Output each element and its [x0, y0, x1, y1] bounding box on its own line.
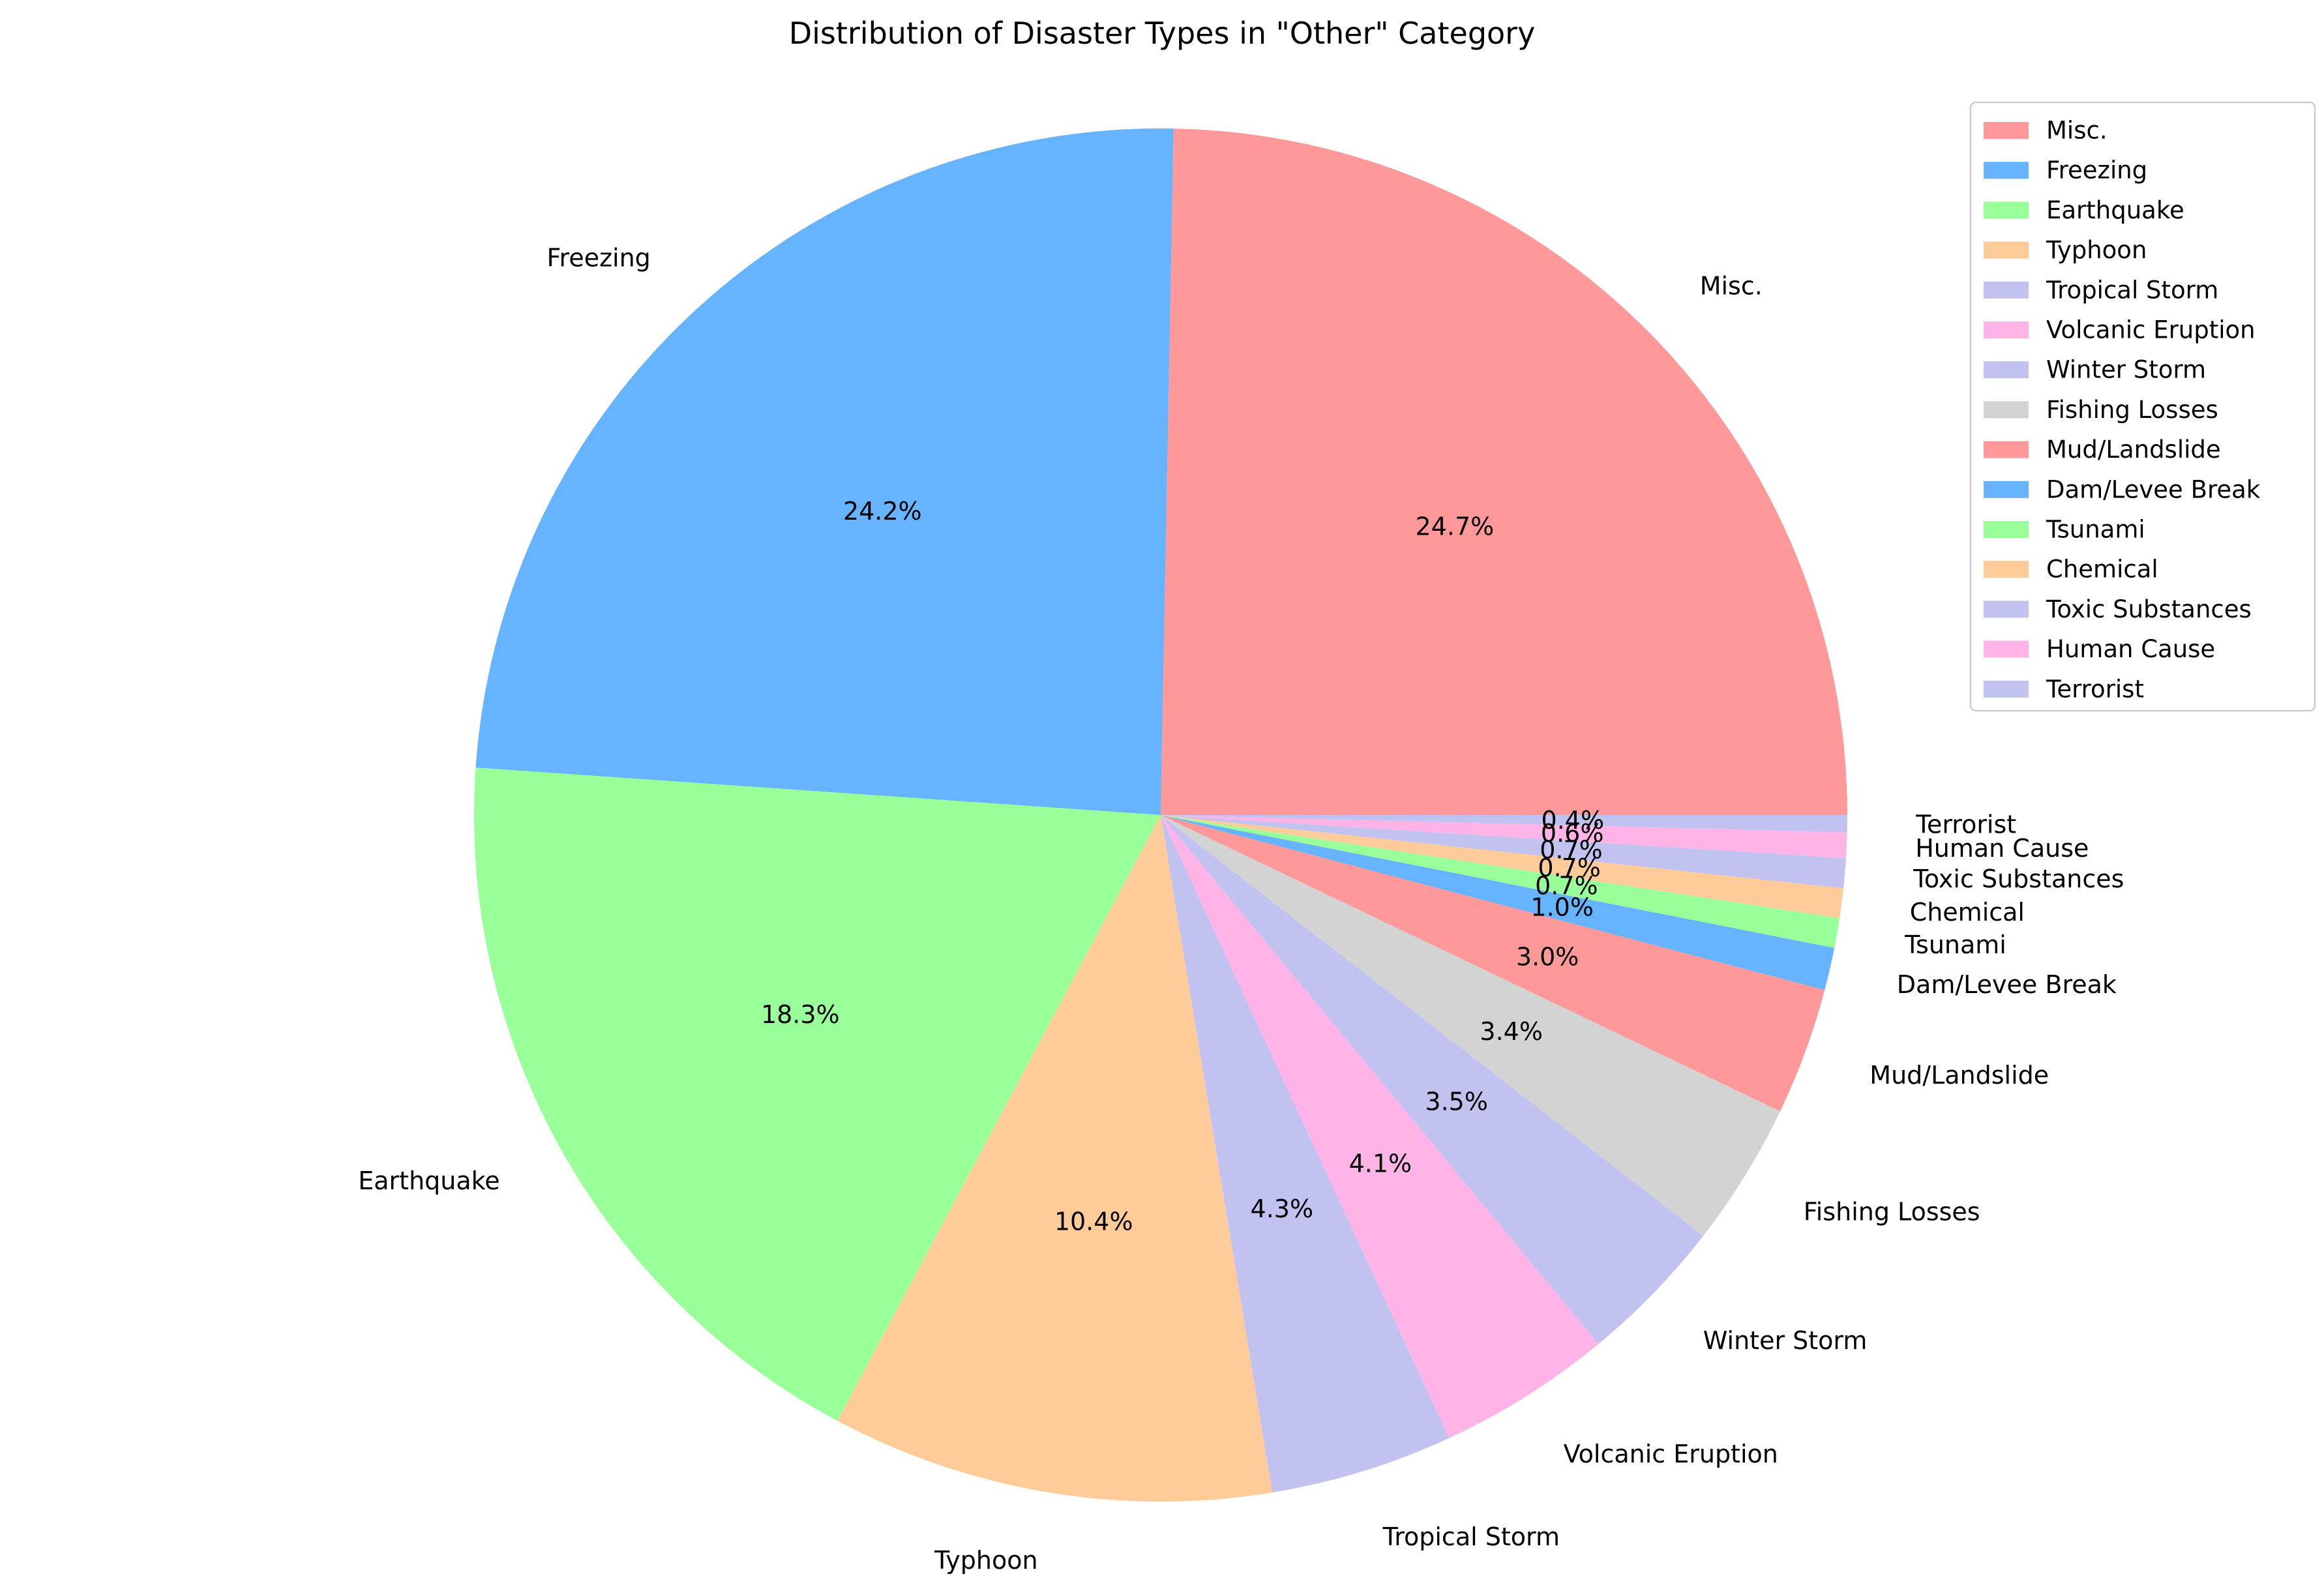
- chart-title: Distribution of Disaster Types in "Other…: [789, 16, 1536, 51]
- percent-label-toxic-substances: 0.7%: [1540, 836, 1603, 865]
- pie-slice-mud-landslide: [1161, 815, 1825, 1112]
- percent-label-human-cause: 0.6%: [1541, 819, 1604, 848]
- legend-swatch-tsunami: [1984, 521, 2029, 538]
- legend-label-earthquake: Earthquake: [2046, 196, 2184, 224]
- percent-label-earthquake: 18.3%: [761, 1000, 840, 1029]
- slice-label-tropical-storm: Tropical Storm: [1382, 1522, 1560, 1551]
- pie-slice-freezing: [475, 128, 1174, 815]
- pie-slice-typhoon: [837, 815, 1273, 1502]
- legend-swatch-toxic-substances: [1984, 601, 2029, 618]
- legend-swatch-freezing: [1984, 162, 2029, 179]
- legend-label-mud-landslide: Mud/Landslide: [2046, 436, 2221, 464]
- slice-label-toxic-substances: Toxic Substances: [1913, 865, 2124, 893]
- slice-label-volcanic-eruption: Volcanic Eruption: [1564, 1440, 1778, 1468]
- legend-label-chemical: Chemical: [2046, 556, 2158, 584]
- percent-label-typhoon: 10.4%: [1054, 1207, 1133, 1236]
- legend-swatch-misc: [1984, 122, 2029, 139]
- legend-label-tropical-storm: Tropical Storm: [2046, 276, 2218, 304]
- pie-slice-tropical-storm: [1161, 815, 1450, 1492]
- slice-label-fishing-losses: Fishing Losses: [1804, 1197, 1980, 1226]
- legend-label-fishing-losses: Fishing Losses: [2046, 396, 2218, 424]
- legend-items: Misc. Freezing Earthquake Typhoon Tropical S…: [1984, 117, 2261, 703]
- slice-label-tsunami: Tsunami: [1904, 930, 2006, 959]
- percent-label-chemical: 0.7%: [1538, 854, 1601, 882]
- percent-labels: 24.7% 24.2% 18.3% 10.4% 4.3% 4.1% 3.5% 3.4% 3.0%…: [761, 497, 1604, 1236]
- slice-labels: Misc. Freezing Earthquake Typhoon Tropical S…: [358, 244, 2124, 1575]
- percent-label-dam-levee-break: 1.0%: [1530, 893, 1594, 922]
- slice-label-typhoon: Typhoon: [934, 1546, 1038, 1575]
- percent-label-tsunami: 0.7%: [1535, 872, 1598, 900]
- legend-swatch-chemical: [1984, 561, 2029, 578]
- legend-swatch-winter-storm: [1984, 361, 2029, 379]
- pie-slice-fishing-losses: [1161, 815, 1780, 1236]
- slice-label-dam-levee-break: Dam/Levee Break: [1897, 970, 2117, 999]
- pie-slice-chemical: [1161, 815, 1843, 919]
- percent-label-volcanic-eruption: 4.1%: [1349, 1150, 1412, 1178]
- slice-label-human-cause: Human Cause: [1915, 834, 2089, 863]
- percent-label-tropical-storm: 4.3%: [1251, 1195, 1314, 1223]
- legend-label-freezing: Freezing: [2046, 156, 2147, 185]
- legend-label-volcanic-eruption: Volcanic Eruption: [2046, 316, 2256, 344]
- slice-label-winter-storm: Winter Storm: [1703, 1326, 1868, 1355]
- pie-slice-misc: [1161, 128, 1847, 816]
- percent-label-mud-landslide: 3.0%: [1516, 943, 1579, 972]
- legend-label-winter-storm: Winter Storm: [2046, 356, 2206, 384]
- percent-label-fishing-losses: 3.4%: [1480, 1017, 1543, 1046]
- slice-label-chemical: Chemical: [1910, 898, 2025, 927]
- slice-label-terrorist: Terrorist: [1915, 810, 2016, 839]
- legend-label-toxic-substances: Toxic Substances: [2046, 595, 2252, 623]
- legend-frame: [1969, 101, 2316, 712]
- slice-label-misc: Misc.: [1700, 272, 1763, 301]
- pie-slice-volcanic-eruption: [1161, 815, 1599, 1438]
- percent-label-terrorist: 0.4%: [1542, 806, 1605, 835]
- legend: Misc. Freezing Earthquake Typhoon Tropical S…: [1969, 101, 2316, 712]
- legend-label-dam-levee-break: Dam/Levee Break: [2046, 475, 2261, 503]
- legend-label-tsunami: Tsunami: [2046, 516, 2145, 544]
- percent-label-freezing: 24.2%: [843, 497, 922, 526]
- pie-slice-tsunami: [1161, 815, 1840, 948]
- slice-label-freezing: Freezing: [546, 244, 650, 273]
- legend-swatch-volcanic-eruption: [1984, 321, 2029, 338]
- pie-slice-toxic-substances: [1161, 815, 1846, 889]
- pie-slice-earthquake: [473, 767, 1161, 1421]
- legend-swatch-mud-landslide: [1984, 441, 2029, 458]
- legend-swatch-human-cause: [1984, 640, 2029, 658]
- slice-label-earthquake: Earthquake: [358, 1166, 499, 1195]
- legend-label-terrorist: Terrorist: [2046, 675, 2144, 703]
- pie-slice-terrorist: [1161, 815, 1847, 833]
- legend-swatch-fishing-losses: [1984, 401, 2029, 419]
- legend-label-misc: Misc.: [2046, 117, 2108, 145]
- percent-label-winter-storm: 3.5%: [1425, 1088, 1488, 1116]
- legend-label-typhoon: Typhoon: [2046, 236, 2147, 264]
- legend-label-human-cause: Human Cause: [2046, 635, 2215, 663]
- pie-slice-dam-levee-break: [1161, 815, 1835, 990]
- percent-label-misc: 24.7%: [1416, 512, 1495, 541]
- legend-swatch-dam-levee-break: [1984, 481, 2029, 498]
- pie-slice-winter-storm: [1161, 815, 1704, 1344]
- slice-label-mud-landslide: Mud/Landslide: [1870, 1061, 2049, 1090]
- pie-slice-human-cause: [1161, 815, 1847, 859]
- legend-swatch-typhoon: [1984, 241, 2029, 259]
- legend-swatch-earthquake: [1984, 201, 2029, 219]
- pie-slices: [473, 128, 1847, 1502]
- legend-swatch-terrorist: [1984, 680, 2029, 698]
- legend-swatch-tropical-storm: [1984, 281, 2029, 299]
